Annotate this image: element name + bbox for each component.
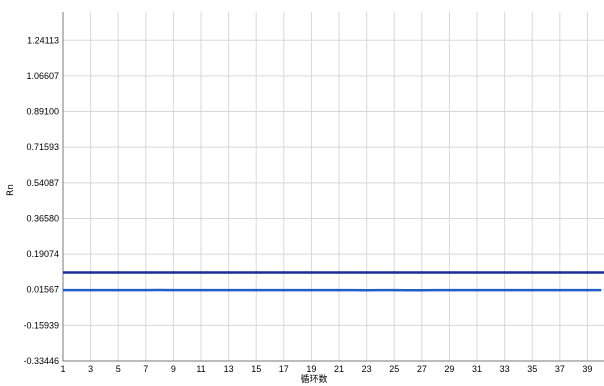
x-tick-label: 35 (527, 364, 537, 374)
x-tick-label: 21 (334, 364, 344, 374)
x-tick-label: 11 (196, 364, 205, 374)
y-tick-label: 1.24113 (27, 35, 59, 45)
y-tick-label: 0.01567 (26, 285, 59, 295)
x-tick-label: 5 (116, 364, 121, 374)
x-tick-label: 17 (279, 364, 289, 374)
x-tick-label: 1 (60, 364, 65, 374)
x-tick-label: 33 (500, 364, 510, 374)
x-tick-label: 13 (224, 364, 234, 374)
y-axis-title: Rn (6, 184, 16, 196)
x-tick-label: 25 (389, 364, 399, 374)
y-tick-label: -0.33446 (23, 356, 59, 366)
y-tick-label: 0.19074 (26, 249, 59, 259)
x-tick-label: 7 (143, 364, 148, 374)
x-tick-label: 23 (362, 364, 372, 374)
x-tick-label: 19 (306, 364, 316, 374)
x-tick-label: 9 (171, 364, 176, 374)
x-tick-label: 29 (444, 364, 454, 374)
x-tick-label: 3 (88, 364, 93, 374)
x-tick-label: 31 (472, 364, 482, 374)
y-tick-label: 0.89100 (26, 107, 59, 117)
axes (62, 12, 604, 362)
y-tick-labels: -0.33446 -0.15939 0.01567 0.19074 0.36580 0.5… (23, 35, 59, 366)
x-tick-labels: 1 3 5 7 9 11 13 15 17 19 21 23 25 27 29 31 33 35 37 39 (60, 364, 592, 374)
x-tick-label: 37 (555, 364, 565, 374)
x-tick-label: 15 (251, 364, 261, 374)
x-axis-title: 循环数 (300, 373, 327, 385)
x-tick-label: 39 (582, 364, 592, 374)
y-tick-label: 0.54087 (26, 178, 59, 188)
y-tick-label: 1.06607 (26, 71, 59, 81)
y-tick-label: 0.36580 (26, 213, 59, 223)
y-tick-label: -0.15939 (23, 320, 59, 330)
y-tick-label: 0.71593 (26, 142, 59, 152)
x-tick-label: 27 (417, 364, 427, 374)
